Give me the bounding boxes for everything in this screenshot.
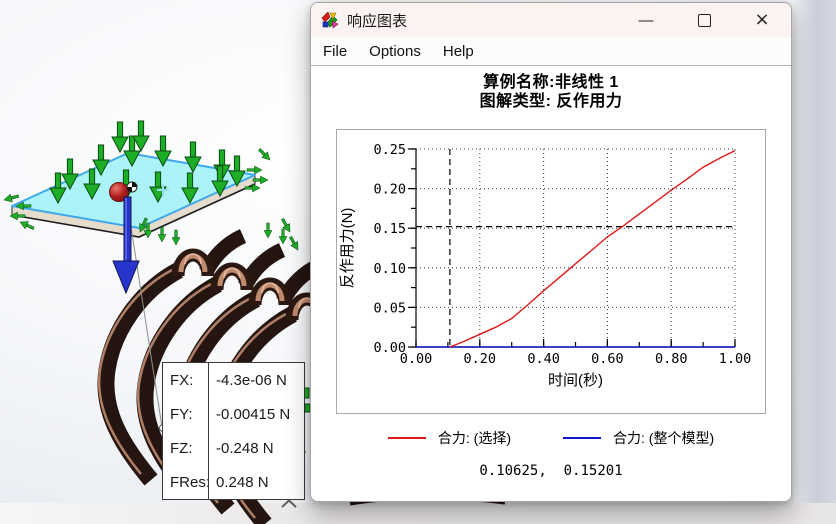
response-graph-window: 响应图表 — × File Options Help 算例名称:非线性 1 图解… [310, 2, 792, 502]
callout-value: 0.248 N [216, 473, 269, 491]
menu-file[interactable]: File [323, 42, 348, 60]
svg-text:0.10: 0.10 [373, 261, 406, 277]
force-arrow [112, 196, 140, 295]
svg-text:0.00: 0.00 [400, 351, 433, 367]
window-title: 响应图表 [347, 12, 408, 30]
chart-legend: 合力: (选择) 合力: (整个模型) [387, 428, 714, 448]
menu-options[interactable]: Options [369, 42, 421, 60]
svg-text:反作用力(N): 反作用力(N) [339, 208, 356, 289]
series-line [449, 149, 736, 348]
menubar: File Options Help [311, 37, 791, 65]
cursor-coordinates-readout: 0.10625, 0.15201 [479, 463, 623, 479]
maximize-button[interactable] [675, 3, 733, 37]
svg-text:0.00: 0.00 [373, 340, 406, 356]
legend-entry-whole-model: 合力: (整个模型) [563, 428, 714, 448]
svg-text:0.15: 0.15 [373, 221, 406, 237]
callout-label: FX: [163, 363, 209, 397]
app-icon [321, 11, 339, 29]
svg-text:时间(秒): 时间(秒) [548, 372, 603, 389]
viewport-bottom-strip [0, 503, 836, 524]
svg-text:1.00: 1.00 [719, 351, 752, 367]
study-name-line: 算例名称:非线性 1 [483, 74, 619, 91]
svg-text:0.25: 0.25 [373, 142, 406, 158]
reaction-force-chart[interactable]: 0.00 0.20 0.40 0.60 0.80 1.00 0.00 0.05 0.10 0.15… [337, 130, 765, 413]
callout-label: FZ: [163, 431, 209, 465]
chart-panel[interactable]: 0.00 0.20 0.40 0.60 0.80 1.00 0.00 0.05 0.10 0.15… [336, 129, 766, 414]
callout-value: -0.00415 N [216, 405, 291, 423]
chart-heading: 算例名称:非线性 1 图解类型: 反作用力 [480, 73, 623, 111]
chevron-up-icon[interactable] [280, 498, 298, 510]
legend-label: 合力: (选择) [437, 430, 511, 446]
chart-client-area: 算例名称:非线性 1 图解类型: 反作用力 0.00 0.20 0.40 0.60 0.… [311, 65, 791, 501]
callout-value: -0.248 N [216, 439, 274, 457]
plot-type-line: 图解类型: 反作用力 [479, 93, 623, 110]
legend-entry-selection: 合力: (选择) [387, 428, 511, 448]
menu-help[interactable]: Help [442, 42, 474, 60]
callout-label: FRes: [163, 465, 210, 499]
result-callout[interactable]: FX: -4.3e-06 N FY: -0.00415 N FZ: -0.248… [162, 362, 305, 500]
svg-text:0.60: 0.60 [591, 351, 624, 367]
callout-label: FY: [163, 397, 209, 431]
svg-text:0.40: 0.40 [527, 351, 560, 367]
svg-text:0.20: 0.20 [373, 182, 406, 198]
legend-swatch-blue-line [563, 437, 601, 439]
svg-text:0.20: 0.20 [464, 351, 497, 367]
titlebar[interactable]: 响应图表 — × [311, 3, 791, 37]
legend-label: 合力: (整个模型) [613, 430, 715, 446]
legend-swatch-red-line [387, 437, 426, 439]
viewport-right-shading [794, 0, 836, 524]
maximize-icon [697, 13, 711, 27]
minimize-button[interactable]: — [638, 11, 654, 29]
close-button[interactable]: × [754, 9, 770, 30]
callout-value: -4.3e-06 N [216, 371, 287, 389]
svg-text:0.05: 0.05 [373, 300, 406, 316]
svg-text:0.80: 0.80 [655, 351, 688, 367]
